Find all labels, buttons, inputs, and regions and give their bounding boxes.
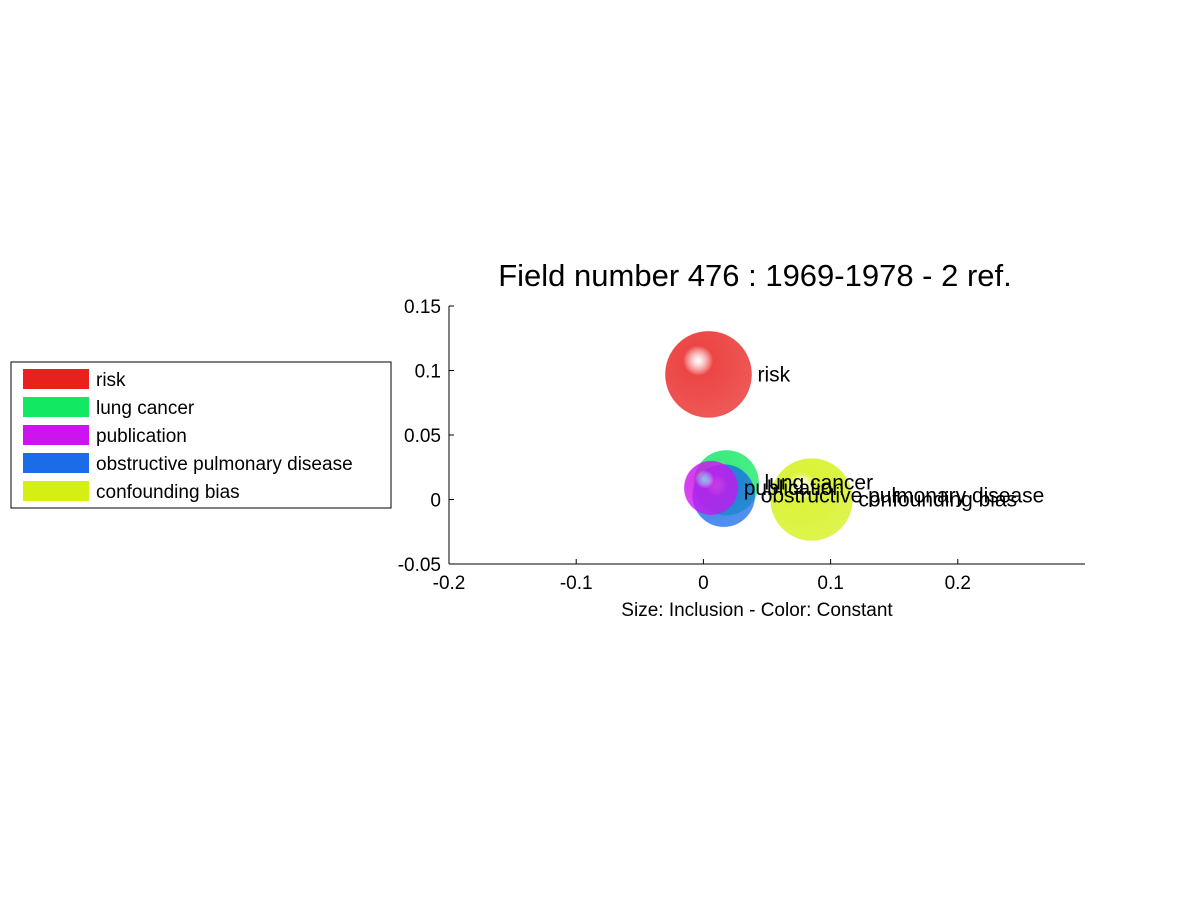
x-axis-label: Size: Inclusion - Color: Constant <box>621 600 893 621</box>
bubble-label: confounding bias <box>858 489 1017 512</box>
bubble-risk <box>664 330 752 418</box>
legend-label: obstructive pulmonary disease <box>96 454 353 475</box>
bubble-label: obstructive pulmonary disease <box>761 485 1045 508</box>
legend-swatch <box>23 369 89 389</box>
y-tick-label: 0.15 <box>404 297 441 318</box>
legend-label: publication <box>96 426 187 447</box>
bubble-label: risk <box>757 363 790 386</box>
y-tick-label: 0.05 <box>404 426 441 447</box>
chart-title: Field number 476 : 1969-1978 - 2 ref. <box>498 258 1012 293</box>
legend-swatch <box>23 425 89 445</box>
bubble-publication <box>683 460 739 516</box>
legend-label: lung cancer <box>96 398 195 419</box>
x-tick-label: 0.2 <box>945 573 971 594</box>
legend-swatch <box>23 453 89 473</box>
x-tick-label: 0 <box>698 573 709 594</box>
x-tick-label: -0.1 <box>560 573 593 594</box>
y-tick-label: 0.1 <box>415 362 441 383</box>
legend-swatch <box>23 397 89 417</box>
x-tick-label: 0.1 <box>817 573 843 594</box>
x-tick-label: -0.2 <box>433 573 466 594</box>
y-tick-label: 0 <box>430 491 441 512</box>
plot-axes: -0.05 0 0.05 0.1 0.15 -0.2 -0.1 0 0.1 0.2 <box>398 297 1085 594</box>
bubble-label: publication <box>744 477 844 500</box>
legend-label: confounding bias <box>96 482 240 503</box>
legend-label: risk <box>96 370 126 391</box>
y-tick-label: -0.05 <box>398 555 441 576</box>
legend-swatch <box>23 481 89 501</box>
bubble-label: lung cancer <box>765 472 874 495</box>
bubble-confounding-bias <box>770 458 853 541</box>
legend: risk lung cancer publication obstructive pu… <box>10 361 392 509</box>
bubble-layer <box>664 330 853 541</box>
